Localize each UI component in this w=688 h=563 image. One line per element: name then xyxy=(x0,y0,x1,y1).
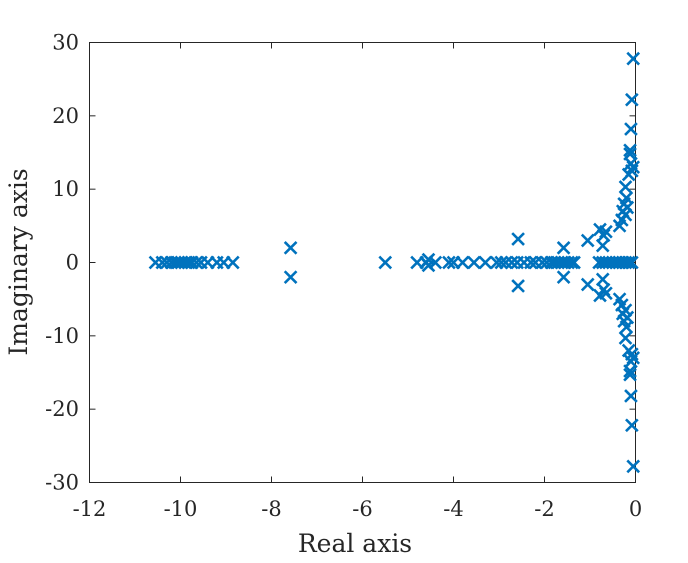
pole-marker xyxy=(494,255,509,270)
y-tick-label: -30 xyxy=(45,471,79,495)
pole-marker xyxy=(155,255,170,270)
pole-marker xyxy=(535,255,550,270)
pole-marker xyxy=(478,255,493,270)
pole-marker xyxy=(624,122,638,136)
pole-marker xyxy=(378,255,393,270)
y-tick-label: 30 xyxy=(52,31,79,55)
pole-marker xyxy=(625,255,639,270)
pole-marker xyxy=(283,240,298,255)
pole-marker xyxy=(624,389,638,403)
pole-marker xyxy=(621,255,636,270)
data-points xyxy=(148,51,641,474)
pole-marker xyxy=(625,418,639,433)
pole-marker xyxy=(225,255,240,270)
pole-marker xyxy=(216,255,231,270)
x-tick-label: -12 xyxy=(73,497,107,521)
x-tick-labels: -12 -10 -8 -6 -4 -2 0 xyxy=(73,497,643,521)
y-tick-label: -20 xyxy=(45,397,79,421)
x-tick-label: -2 xyxy=(534,497,554,521)
pole-marker xyxy=(626,350,641,365)
pole-marker xyxy=(580,233,595,248)
pole-marker xyxy=(619,191,634,205)
pole-marker xyxy=(189,255,204,270)
y-axis-label: Imaginary axis xyxy=(4,168,33,355)
x-tick-label: 0 xyxy=(629,497,642,521)
pole-marker xyxy=(599,224,613,239)
pole-marker xyxy=(618,331,633,345)
pole-marker xyxy=(623,367,637,382)
pole-marker xyxy=(626,160,641,175)
pole-marker xyxy=(489,255,504,270)
pole-marker xyxy=(618,180,633,194)
pole-marker xyxy=(467,255,481,270)
pole-marker xyxy=(567,255,581,270)
pole-marker xyxy=(620,200,635,215)
y-tick-label: 10 xyxy=(52,177,79,201)
pole-marker xyxy=(626,459,641,474)
y-tick-label: -10 xyxy=(45,324,79,348)
x-tick-label: -6 xyxy=(352,497,372,521)
x-axis-label: Real axis xyxy=(298,529,412,558)
pole-marker xyxy=(511,232,525,246)
x-tick-label: -8 xyxy=(261,497,281,521)
pole-marker xyxy=(185,255,199,270)
pole-marker xyxy=(595,272,610,287)
pole-marker xyxy=(410,255,424,270)
y-tick-labels: -30 -20 -10 0 10 20 30 xyxy=(45,31,79,495)
pole-marker xyxy=(595,238,610,253)
pole-marker xyxy=(619,320,634,334)
pole-marker xyxy=(623,143,637,158)
pole-marker xyxy=(455,255,470,270)
pole-marker xyxy=(625,92,639,107)
y-tick-label: 20 xyxy=(52,104,79,128)
x-tick-label: -4 xyxy=(443,497,463,521)
pole-marker xyxy=(421,258,436,273)
pole-marker xyxy=(556,240,571,255)
y-tick-label: 0 xyxy=(66,251,79,275)
pole-marker xyxy=(599,286,613,301)
pole-marker xyxy=(556,270,571,285)
x-tick-label: -10 xyxy=(164,497,198,521)
pole-marker xyxy=(580,277,595,292)
pole-marker xyxy=(524,255,538,270)
pole-marker xyxy=(283,270,298,285)
pole-marker xyxy=(511,279,525,293)
pole-marker xyxy=(442,255,456,270)
pole-marker xyxy=(623,364,637,378)
pole-marker xyxy=(564,255,579,270)
pole-marker xyxy=(446,255,461,270)
pole-marker xyxy=(623,147,637,161)
pole-marker xyxy=(626,51,641,66)
pole-marker xyxy=(200,255,215,270)
pole-marker xyxy=(428,255,443,270)
pole-marker xyxy=(620,310,635,325)
